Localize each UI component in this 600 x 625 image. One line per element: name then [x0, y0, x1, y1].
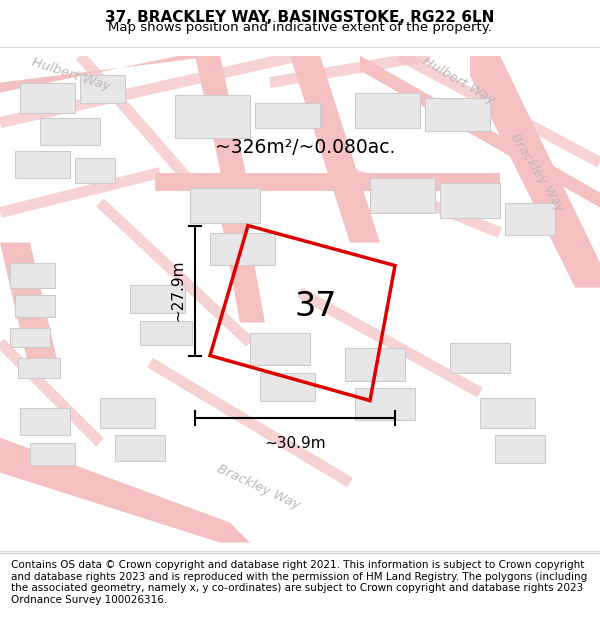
Polygon shape: [190, 188, 260, 222]
Polygon shape: [370, 177, 435, 212]
Polygon shape: [355, 92, 420, 128]
Polygon shape: [175, 94, 250, 138]
Polygon shape: [130, 284, 185, 312]
Polygon shape: [470, 56, 600, 288]
Polygon shape: [450, 342, 510, 372]
Polygon shape: [20, 82, 75, 112]
Polygon shape: [355, 388, 415, 419]
Polygon shape: [345, 348, 405, 381]
Polygon shape: [15, 151, 70, 178]
Polygon shape: [100, 398, 155, 428]
Polygon shape: [425, 98, 490, 131]
Polygon shape: [495, 434, 545, 462]
Polygon shape: [210, 232, 275, 264]
Text: ~30.9m: ~30.9m: [264, 436, 326, 451]
Polygon shape: [360, 56, 600, 208]
Polygon shape: [505, 202, 555, 234]
Polygon shape: [0, 438, 250, 542]
Text: Brackley Way: Brackley Way: [215, 462, 302, 512]
Polygon shape: [480, 398, 535, 428]
Polygon shape: [155, 173, 500, 191]
Text: ~27.9m: ~27.9m: [170, 260, 185, 321]
Text: ~326m²/~0.080ac.: ~326m²/~0.080ac.: [215, 138, 395, 157]
Polygon shape: [195, 56, 250, 192]
Text: Map shows position and indicative extent of the property.: Map shows position and indicative extent…: [108, 21, 492, 34]
Text: Contains OS data © Crown copyright and database right 2021. This information is : Contains OS data © Crown copyright and d…: [11, 560, 587, 605]
Polygon shape: [30, 442, 75, 464]
Polygon shape: [115, 434, 165, 461]
Text: Brackley Way: Brackley Way: [508, 131, 566, 214]
Polygon shape: [255, 102, 320, 127]
Text: Hulbert Way: Hulbert Way: [30, 56, 112, 93]
Polygon shape: [80, 74, 125, 102]
Polygon shape: [40, 118, 100, 144]
Polygon shape: [0, 56, 220, 92]
Polygon shape: [10, 328, 50, 346]
Text: 37, BRACKLEY WAY, BASINGSTOKE, RG22 6LN: 37, BRACKLEY WAY, BASINGSTOKE, RG22 6LN: [106, 10, 494, 25]
Polygon shape: [215, 188, 265, 322]
Polygon shape: [250, 332, 310, 364]
Polygon shape: [75, 158, 115, 182]
Polygon shape: [10, 262, 55, 288]
Polygon shape: [15, 294, 55, 316]
Text: 37: 37: [295, 290, 337, 323]
Polygon shape: [140, 321, 192, 344]
Polygon shape: [290, 56, 380, 243]
Polygon shape: [440, 182, 500, 218]
Polygon shape: [18, 357, 60, 377]
Text: Hulbert Way: Hulbert Way: [420, 54, 497, 107]
Polygon shape: [0, 242, 60, 372]
Polygon shape: [20, 408, 70, 434]
Polygon shape: [260, 372, 315, 401]
